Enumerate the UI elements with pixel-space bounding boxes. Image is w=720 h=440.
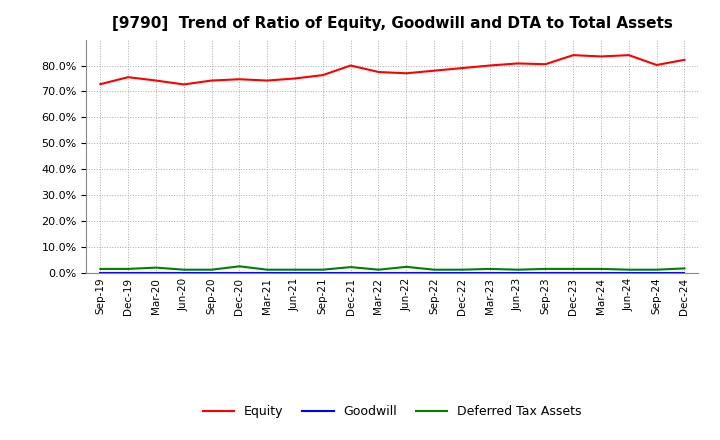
Goodwill bbox=[96, 270, 104, 275]
Goodwill bbox=[513, 270, 522, 275]
Goodwill bbox=[235, 270, 243, 275]
Goodwill bbox=[597, 270, 606, 275]
Deferred Tax Assets bbox=[680, 266, 689, 271]
Deferred Tax Assets bbox=[541, 266, 550, 271]
Equity bbox=[346, 63, 355, 68]
Equity bbox=[680, 57, 689, 62]
Title: [9790]  Trend of Ratio of Equity, Goodwill and DTA to Total Assets: [9790] Trend of Ratio of Equity, Goodwil… bbox=[112, 16, 672, 32]
Goodwill bbox=[124, 270, 132, 275]
Deferred Tax Assets bbox=[458, 267, 467, 272]
Deferred Tax Assets bbox=[124, 266, 132, 271]
Equity bbox=[374, 70, 383, 75]
Equity bbox=[430, 68, 438, 73]
Goodwill bbox=[541, 270, 550, 275]
Goodwill bbox=[430, 270, 438, 275]
Equity bbox=[402, 71, 410, 76]
Equity bbox=[652, 62, 661, 68]
Equity bbox=[569, 52, 577, 58]
Deferred Tax Assets bbox=[374, 267, 383, 272]
Deferred Tax Assets bbox=[624, 267, 633, 272]
Equity bbox=[485, 63, 494, 68]
Goodwill bbox=[680, 270, 689, 275]
Equity bbox=[597, 54, 606, 59]
Goodwill bbox=[318, 270, 327, 275]
Deferred Tax Assets bbox=[263, 267, 271, 272]
Deferred Tax Assets bbox=[430, 267, 438, 272]
Goodwill bbox=[485, 270, 494, 275]
Deferred Tax Assets bbox=[402, 264, 410, 269]
Line: Equity: Equity bbox=[100, 55, 685, 84]
Goodwill bbox=[458, 270, 467, 275]
Deferred Tax Assets bbox=[235, 264, 243, 269]
Deferred Tax Assets bbox=[179, 267, 188, 272]
Goodwill bbox=[374, 270, 383, 275]
Goodwill bbox=[652, 270, 661, 275]
Deferred Tax Assets bbox=[318, 267, 327, 272]
Goodwill bbox=[402, 270, 410, 275]
Goodwill bbox=[346, 270, 355, 275]
Goodwill bbox=[152, 270, 161, 275]
Goodwill bbox=[207, 270, 216, 275]
Deferred Tax Assets bbox=[346, 264, 355, 270]
Equity bbox=[263, 78, 271, 83]
Equity bbox=[124, 74, 132, 80]
Legend: Equity, Goodwill, Deferred Tax Assets: Equity, Goodwill, Deferred Tax Assets bbox=[198, 400, 587, 423]
Goodwill bbox=[179, 270, 188, 275]
Deferred Tax Assets bbox=[513, 267, 522, 272]
Equity bbox=[624, 52, 633, 58]
Equity bbox=[179, 82, 188, 87]
Line: Deferred Tax Assets: Deferred Tax Assets bbox=[100, 266, 685, 270]
Deferred Tax Assets bbox=[597, 266, 606, 271]
Goodwill bbox=[263, 270, 271, 275]
Deferred Tax Assets bbox=[152, 265, 161, 270]
Equity bbox=[513, 61, 522, 66]
Equity bbox=[458, 66, 467, 71]
Equity bbox=[235, 77, 243, 82]
Goodwill bbox=[291, 270, 300, 275]
Equity bbox=[207, 78, 216, 83]
Deferred Tax Assets bbox=[652, 267, 661, 272]
Deferred Tax Assets bbox=[569, 266, 577, 271]
Deferred Tax Assets bbox=[207, 267, 216, 272]
Deferred Tax Assets bbox=[485, 266, 494, 271]
Goodwill bbox=[569, 270, 577, 275]
Equity bbox=[318, 73, 327, 78]
Deferred Tax Assets bbox=[96, 266, 104, 271]
Equity bbox=[541, 62, 550, 67]
Equity bbox=[291, 76, 300, 81]
Goodwill bbox=[624, 270, 633, 275]
Deferred Tax Assets bbox=[291, 267, 300, 272]
Equity bbox=[96, 81, 104, 87]
Equity bbox=[152, 78, 161, 83]
